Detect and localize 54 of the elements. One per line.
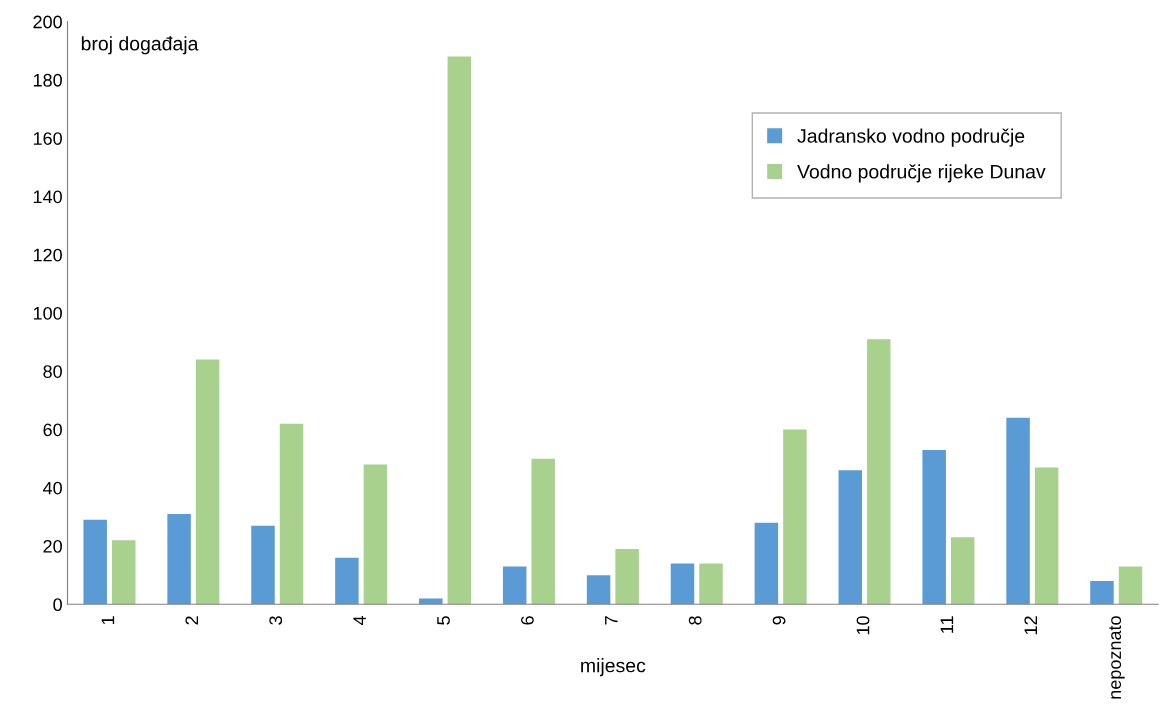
bar — [586, 575, 611, 605]
y-tick-label: 140 — [33, 190, 62, 204]
bar — [279, 423, 304, 605]
legend-label: Vodno područje rijeke Dunav — [797, 164, 1046, 183]
y-tick-label: 120 — [33, 248, 62, 262]
bar — [502, 566, 527, 605]
bar — [783, 429, 807, 605]
bar — [699, 563, 723, 605]
bar — [754, 522, 779, 605]
x-tick-label: 1 — [101, 616, 115, 625]
y-tick-label: 0 — [53, 598, 62, 612]
x-tick-label: 11 — [940, 616, 954, 633]
y-axis-title: broj događaja — [81, 36, 199, 55]
bar — [670, 563, 695, 605]
legend-label: Jadransko vodno područje — [797, 128, 1025, 147]
y-tick-label: 80 — [43, 365, 62, 378]
y-tick-label: 20 — [43, 539, 62, 553]
bar — [167, 514, 191, 605]
x-tick-label: 3 — [269, 616, 283, 625]
x-tick-label: 5 — [437, 616, 450, 625]
bar — [335, 557, 359, 605]
y-tick-label: 40 — [42, 481, 62, 495]
x-tick-label: 7 — [605, 616, 618, 625]
x-tick-label: 9 — [772, 616, 786, 625]
x-tick-label: nepoznato — [1109, 616, 1125, 699]
x-tick-label: 2 — [185, 616, 199, 625]
bar — [363, 464, 388, 605]
bar — [195, 359, 220, 605]
x-tick-label: 4 — [353, 615, 366, 626]
bar — [251, 525, 275, 605]
bar — [615, 548, 639, 605]
x-tick-label: 12 — [1024, 616, 1037, 635]
bar — [111, 540, 136, 605]
bar — [1090, 581, 1114, 605]
y-tick-label: 100 — [33, 306, 62, 320]
bar — [867, 339, 891, 605]
bar — [1006, 417, 1030, 605]
bar — [838, 470, 863, 605]
y-tick-label: 200 — [33, 15, 62, 29]
bar — [419, 598, 443, 605]
bar — [922, 449, 946, 605]
bar — [950, 537, 975, 605]
bar — [83, 519, 107, 605]
bar — [531, 458, 555, 605]
bar — [1118, 566, 1143, 605]
x-tick-label: 6 — [521, 616, 534, 625]
x-tick-label: 10 — [856, 616, 870, 635]
bar — [447, 56, 472, 605]
x-axis-title: mijesec — [581, 658, 646, 677]
bar — [1034, 467, 1059, 605]
y-tick-label: 180 — [33, 73, 62, 87]
x-tick-label: 8 — [688, 616, 702, 625]
y-tick-label: 160 — [33, 132, 62, 145]
y-tick-label: 60 — [43, 423, 62, 437]
